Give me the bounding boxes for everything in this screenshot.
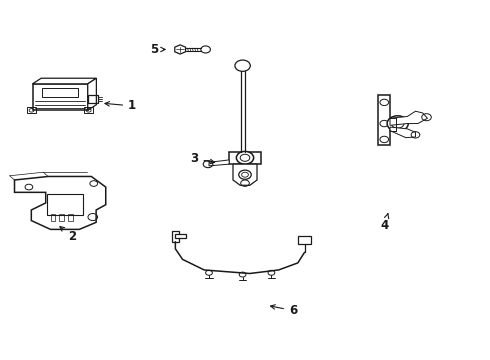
Polygon shape bbox=[32, 78, 97, 84]
Polygon shape bbox=[88, 78, 97, 110]
Text: 4: 4 bbox=[380, 213, 389, 232]
Polygon shape bbox=[175, 234, 186, 238]
Polygon shape bbox=[378, 95, 390, 145]
Circle shape bbox=[387, 116, 408, 131]
Text: 6: 6 bbox=[270, 304, 297, 317]
Text: 5: 5 bbox=[149, 43, 165, 56]
Polygon shape bbox=[32, 84, 88, 110]
Text: 1: 1 bbox=[105, 99, 136, 112]
Polygon shape bbox=[298, 236, 311, 244]
Polygon shape bbox=[15, 176, 106, 229]
Circle shape bbox=[236, 152, 254, 164]
Polygon shape bbox=[172, 231, 179, 242]
Polygon shape bbox=[209, 160, 229, 166]
Text: 2: 2 bbox=[60, 226, 76, 243]
Polygon shape bbox=[229, 152, 261, 164]
Polygon shape bbox=[390, 111, 427, 125]
Polygon shape bbox=[233, 164, 257, 185]
Polygon shape bbox=[390, 127, 416, 138]
Text: 3: 3 bbox=[191, 152, 215, 165]
